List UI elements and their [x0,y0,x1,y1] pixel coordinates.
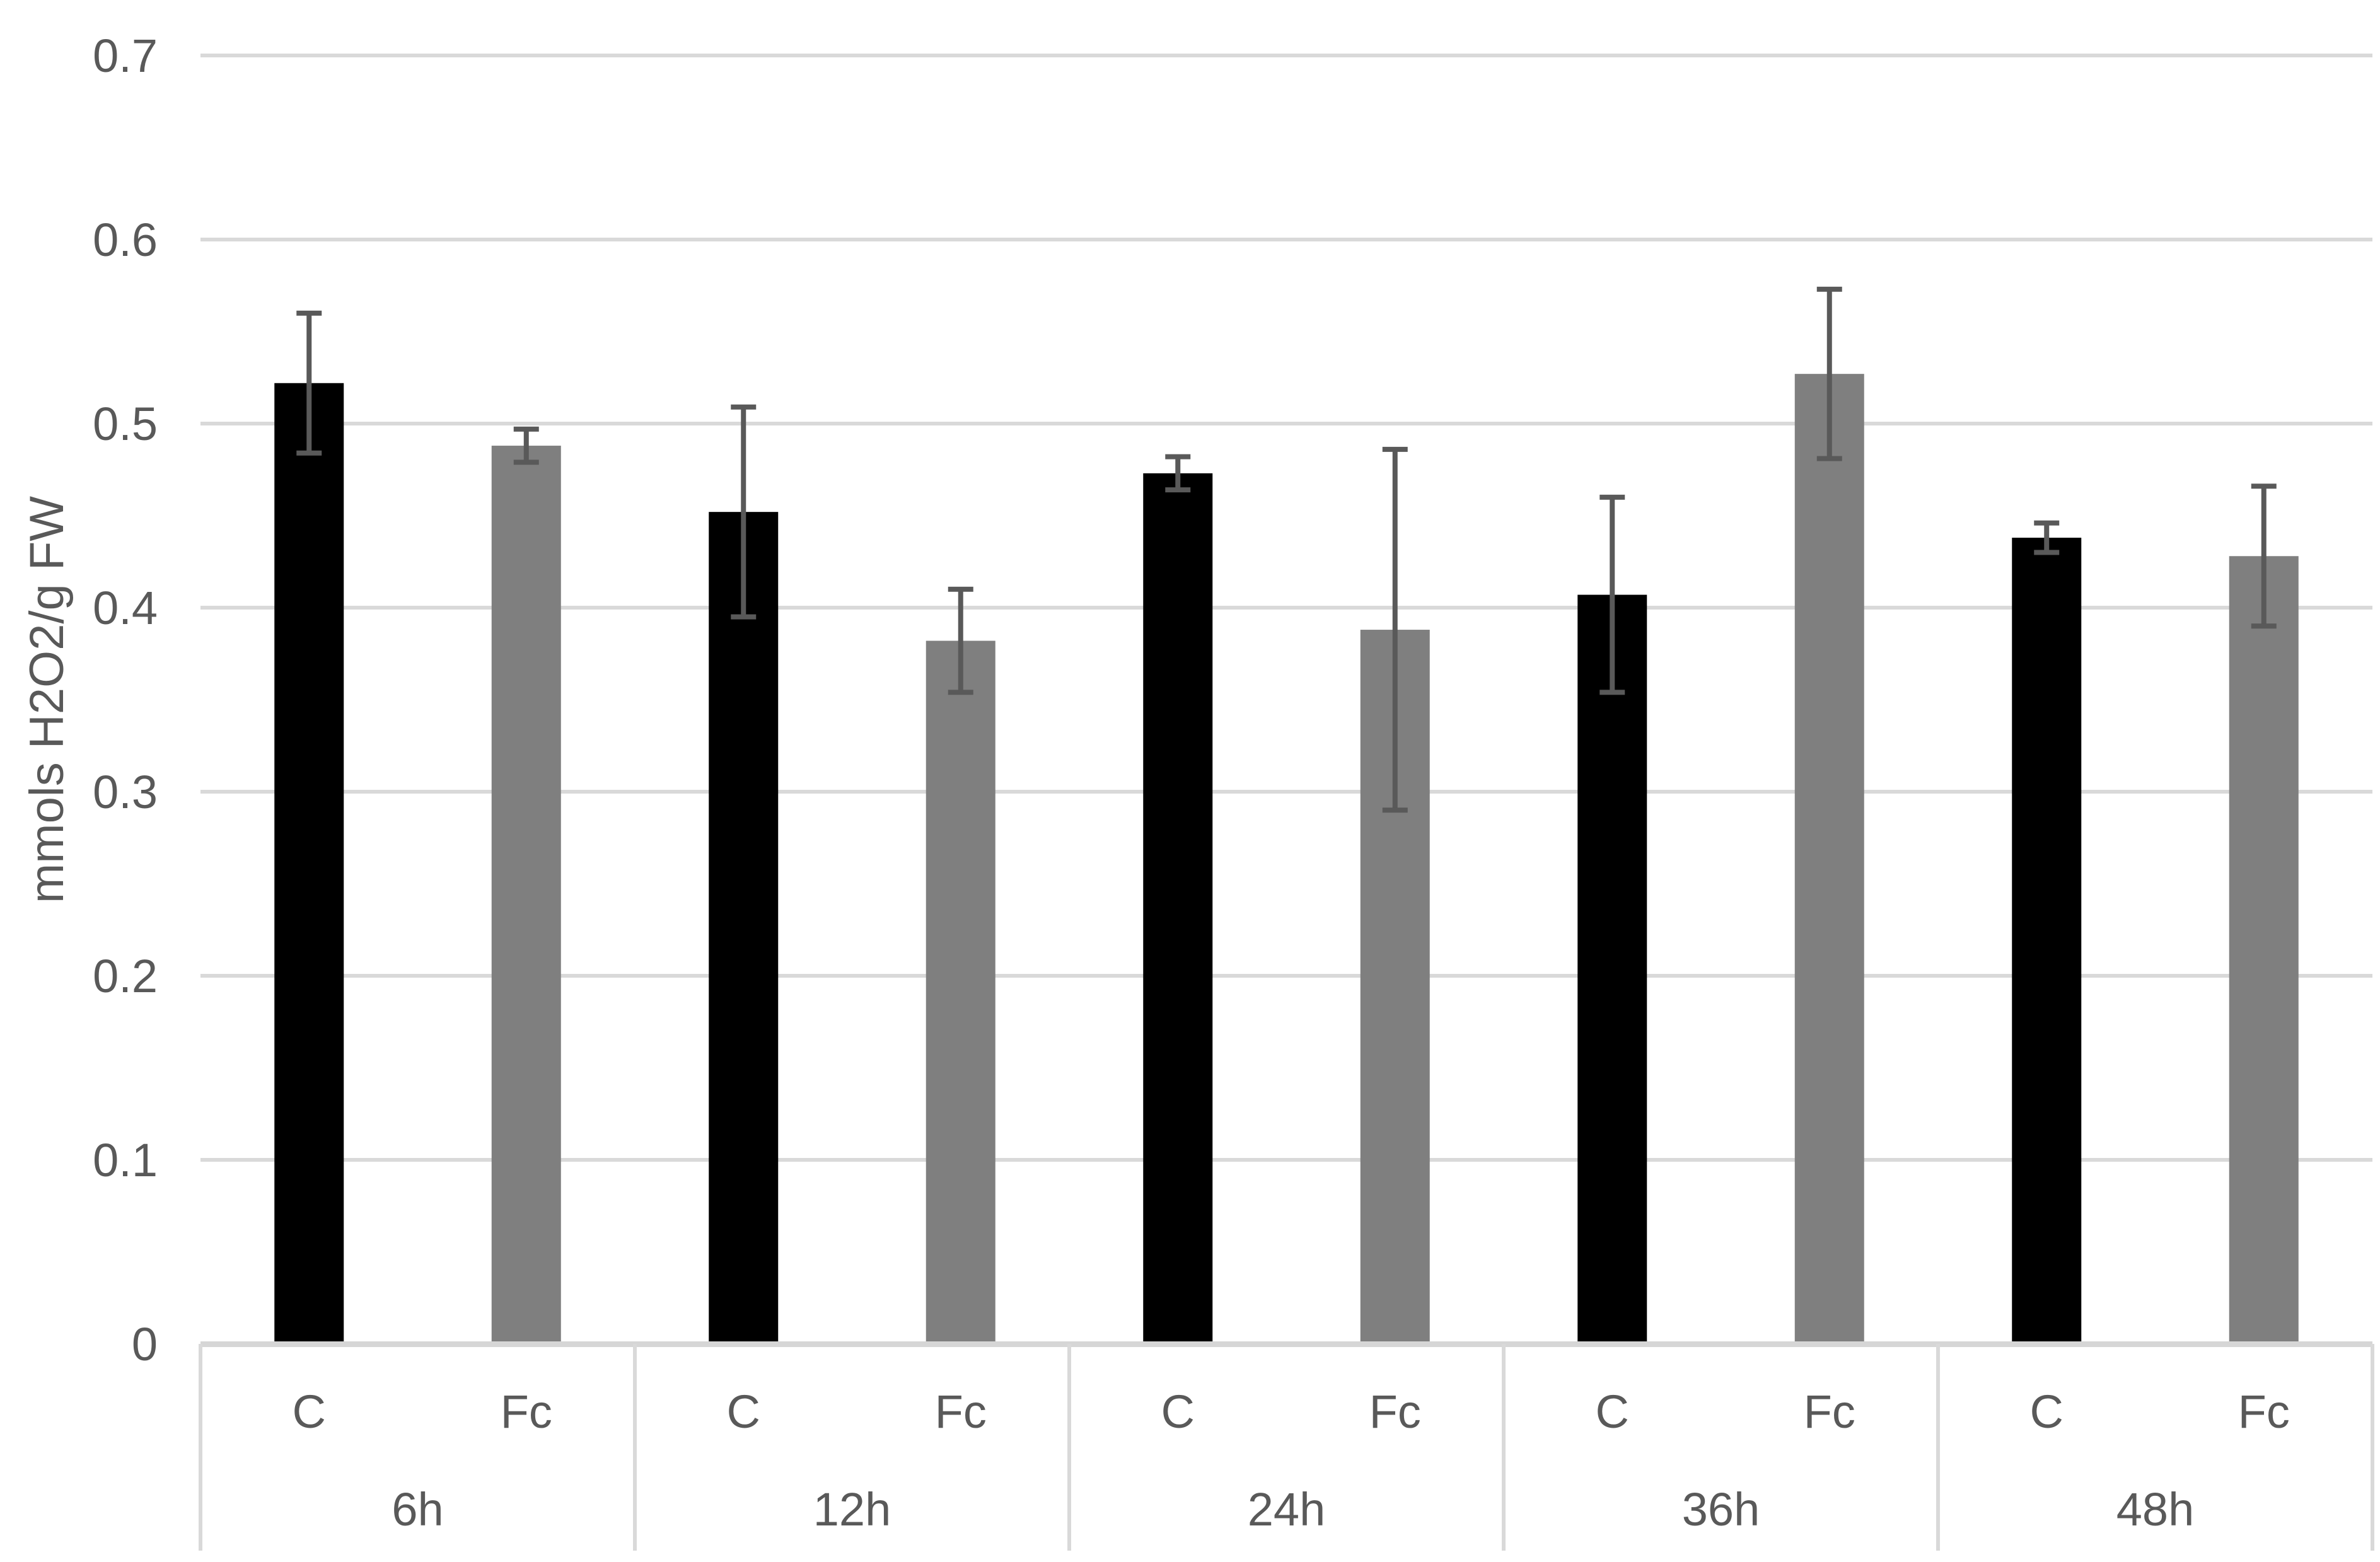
error-cap-bottom-24h-Fc [1382,807,1408,813]
labels-layer: 0 0.1 0.2 0.3 0.4 0.5 0.6 0.7 C C C C C Fc Fc Fc Fc Fc 6h 1… [93,30,2290,1536]
gridline-0.5 [200,422,2372,425]
group-label-12h: 12h [813,1483,891,1536]
category-band-divider-2 [1067,1344,1071,1551]
series-label-24h-Fc: Fc [1369,1386,1421,1438]
error-whisker-6h-Fc [523,429,529,463]
error-whisker-12h-C [741,407,746,617]
error-cap-top-24h-C [1165,454,1191,460]
category-band-divider-0 [199,1344,202,1551]
series-label-48h-C: C [2030,1386,2064,1438]
error-cap-top-6h-Fc [513,426,539,432]
error-cap-bottom-6h-C [296,450,322,456]
gridlines-layer [200,54,2372,1162]
category-band-divider-4 [1936,1344,1940,1551]
error-cap-top-36h-Fc [1816,286,1842,292]
bar-12h-Fc [926,640,996,1344]
series-label-12h-C: C [727,1386,760,1438]
error-cap-top-12h-Fc [948,586,973,592]
error-whisker-24h-Fc [1392,449,1398,811]
series-label-24h-C: C [1161,1386,1195,1438]
y-tick-label-0.4: 0.4 [93,582,158,634]
y-tick-label-0.7: 0.7 [93,30,158,82]
axis-layer [199,1341,2374,1551]
bar-12h-C [709,512,779,1345]
y-tick-label-0.1: 0.1 [93,1134,158,1186]
error-cap-bottom-36h-C [1599,690,1625,695]
error-cap-top-48h-Fc [2251,483,2277,489]
bar-48h-C [2012,538,2082,1344]
error-cap-bottom-6h-Fc [513,460,539,465]
error-cap-top-24h-Fc [1382,446,1408,452]
error-cap-bottom-12h-C [731,614,757,620]
bar-6h-C [274,383,344,1344]
error-cap-bottom-36h-Fc [1816,456,1842,461]
bar-36h-Fc [1794,374,1864,1345]
y-tick-label-0.3: 0.3 [93,766,158,818]
category-band-divider-1 [633,1344,637,1551]
error-whisker-48h-C [2044,523,2050,553]
bars-layer [274,374,2299,1345]
group-label-48h: 48h [2116,1483,2194,1536]
bar-6h-Fc [491,446,561,1344]
y-tick-label-0: 0 [132,1318,158,1370]
bar-48h-Fc [2229,556,2299,1344]
error-cap-bottom-24h-C [1165,487,1191,493]
error-cap-top-48h-C [2034,520,2060,526]
gridline-0.4 [200,606,2372,610]
gridline-0.1 [200,1158,2372,1162]
x-axis-line [200,1341,2372,1347]
group-label-36h: 36h [1682,1483,1760,1536]
error-whisker-48h-Fc [2261,486,2267,627]
error-whisker-12h-Fc [958,589,963,693]
series-label-6h-C: C [293,1386,326,1438]
y-tick-label-0.2: 0.2 [93,950,158,1002]
gridline-0.7 [200,54,2372,57]
series-label-36h-Fc: Fc [1804,1386,1855,1438]
error-cap-bottom-12h-Fc [948,690,973,695]
error-cap-top-36h-C [1599,494,1625,500]
y-axis-title: mmols H2O2/g FW [20,496,74,903]
gridline-0.2 [200,974,2372,978]
y-tick-label-0.6: 0.6 [93,214,158,266]
error-whisker-36h-C [1610,497,1615,693]
error-cap-top-6h-C [296,310,322,316]
category-band-divider-5 [2371,1344,2374,1551]
error-whisker-24h-C [1175,456,1181,490]
error-whisker-6h-C [306,313,312,453]
gridline-0.6 [200,238,2372,241]
series-label-6h-Fc: Fc [501,1386,552,1438]
group-label-24h: 24h [1248,1483,1325,1536]
bar-24h-C [1143,473,1213,1344]
series-label-36h-C: C [1596,1386,1629,1438]
group-label-6h: 6h [392,1483,443,1536]
category-band-divider-3 [1502,1344,1506,1551]
error-cap-top-12h-C [731,404,757,410]
error-cap-bottom-48h-C [2034,550,2060,555]
y-tick-label-0.5: 0.5 [93,398,158,450]
series-label-12h-Fc: Fc [935,1386,987,1438]
error-bars-layer [296,286,2277,813]
series-label-48h-Fc: Fc [2238,1386,2290,1438]
error-cap-bottom-48h-Fc [2251,623,2277,629]
gridline-0.3 [200,790,2372,794]
error-whisker-36h-Fc [1826,289,1832,459]
bar-36h-C [1577,594,1647,1344]
